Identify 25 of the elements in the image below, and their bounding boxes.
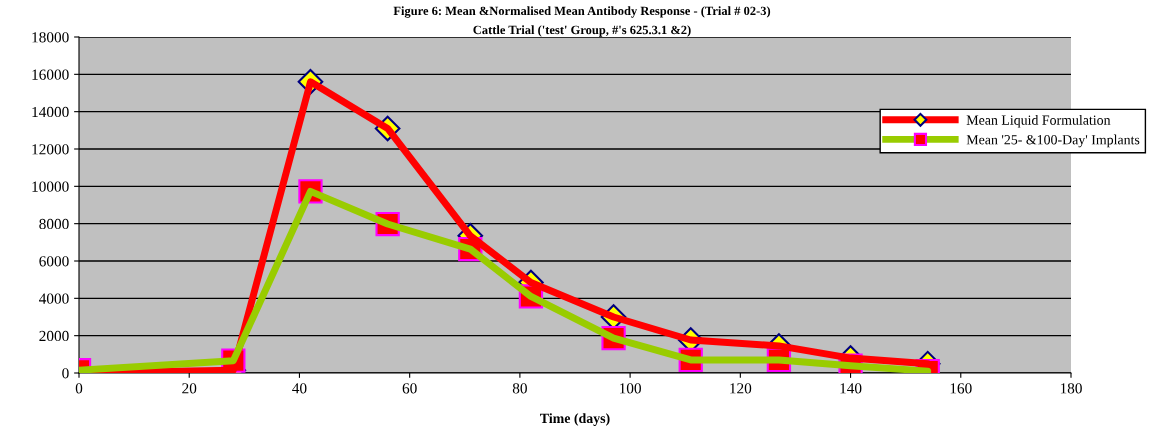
x-tick-label: 160 xyxy=(950,383,972,394)
y-tick-label: 8000 xyxy=(39,218,69,230)
y-tick-label: 12000 xyxy=(32,144,69,155)
legend-label: Mean '25- &100-Day' Implants xyxy=(966,134,1140,148)
y-tick-label: 6000 xyxy=(39,256,69,267)
x-tick-label: 60 xyxy=(402,383,417,394)
x-tick-label: 80 xyxy=(512,383,527,394)
x-tick-label: 20 xyxy=(182,383,197,394)
y-tick-label: 0 xyxy=(62,368,69,379)
y-tick-label: 16000 xyxy=(32,69,69,80)
y-tick-label: 10000 xyxy=(32,181,69,192)
chart-title: Figure 6: Mean &Normalised Mean Antibody Response - (Trial # 02-3) xyxy=(393,6,771,18)
x-tick-label: 0 xyxy=(75,383,83,394)
y-tick-label: 4000 xyxy=(39,293,69,304)
x-tick-label: 100 xyxy=(620,383,641,394)
y-tick-label: 14000 xyxy=(32,106,69,118)
chart-subtitle: Cattle Trial ('test' Group, #'s 625.3.1 &2) xyxy=(473,25,691,37)
x-tick-label: 180 xyxy=(1060,383,1082,394)
legend-label: Mean Liquid Formulation xyxy=(966,114,1111,128)
y-tick-label: 18000 xyxy=(32,32,69,43)
x-tick-label: 140 xyxy=(840,383,862,394)
y-tick-label: 2000 xyxy=(39,330,69,342)
x-axis-title: Time (days) xyxy=(540,413,610,426)
x-tick-label: 120 xyxy=(730,383,752,394)
x-tick-label: 40 xyxy=(292,383,307,394)
